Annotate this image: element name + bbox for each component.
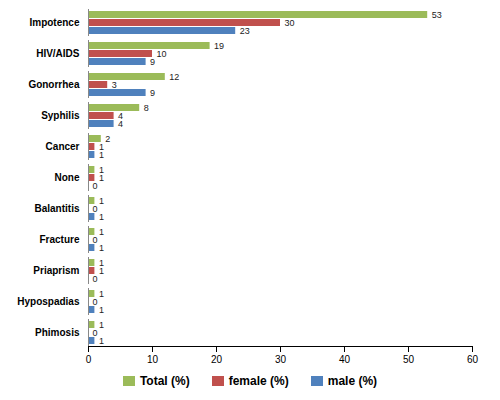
- svg-text:0: 0: [93, 328, 98, 338]
- html-text:female (%): female (%): [228, 374, 289, 388]
- svg-text:0: 0: [93, 297, 98, 307]
- svg-text:1: 1: [99, 212, 104, 222]
- svg-text:1: 1: [98, 164, 104, 175]
- svg-text:12: 12: [169, 72, 179, 82]
- svg-text:3: 3: [112, 80, 117, 90]
- svg-text:9: 9: [150, 88, 155, 98]
- svg-text:19: 19: [214, 41, 224, 51]
- svg-text:1: 1: [99, 266, 104, 276]
- svg-text:Balantitis: Balantitis: [34, 203, 79, 214]
- svg-text:1: 1: [99, 305, 104, 315]
- svg-text:1: 1: [99, 150, 104, 160]
- svg-text:4: 4: [118, 110, 124, 121]
- svg-text:1: 1: [99, 243, 104, 253]
- svg-text:1: 1: [99, 320, 104, 330]
- svg-text:1: 1: [99, 227, 104, 237]
- svg-text:Gonorrhea: Gonorrhea: [28, 79, 80, 90]
- svg-text:None: None: [55, 172, 80, 183]
- svg-text:1: 1: [98, 141, 104, 152]
- svg-text:HIV/AIDS: HIV/AIDS: [36, 48, 80, 59]
- svg-text:Hypospadias: Hypospadias: [17, 296, 80, 307]
- svg-text:10: 10: [157, 49, 167, 59]
- svg-text:Priaprism: Priaprism: [33, 265, 79, 276]
- svg-text:30: 30: [285, 18, 295, 28]
- svg-text:0: 0: [86, 354, 92, 365]
- svg-text:1: 1: [99, 173, 104, 183]
- svg-text:9: 9: [150, 57, 155, 67]
- svg-text:23: 23: [240, 26, 250, 36]
- svg-text:0: 0: [93, 235, 98, 245]
- svg-text:0: 0: [93, 181, 98, 191]
- svg-text:1: 1: [99, 196, 104, 206]
- svg-text:10: 10: [147, 354, 159, 365]
- svg-text:50: 50: [403, 354, 415, 365]
- svg-text:Phimosis: Phimosis: [35, 327, 80, 338]
- svg-text:40: 40: [339, 354, 351, 365]
- svg-text:Impotence: Impotence: [29, 17, 79, 28]
- svg-text:1: 1: [99, 289, 104, 299]
- svg-text:60: 60: [467, 354, 479, 365]
- svg-text:20: 20: [211, 354, 223, 365]
- svg-text:1: 1: [99, 336, 104, 346]
- svg-text:Fracture: Fracture: [39, 234, 79, 245]
- svg-text:Syphilis: Syphilis: [41, 110, 80, 121]
- html-text:Total (%): Total (%): [139, 374, 190, 388]
- svg-text:Cancer: Cancer: [46, 141, 80, 152]
- svg-text:4: 4: [118, 119, 123, 129]
- svg-text:0: 0: [93, 204, 98, 214]
- svg-text:53: 53: [432, 10, 442, 20]
- svg-text:0: 0: [93, 274, 98, 284]
- svg-text:30: 30: [275, 354, 287, 365]
- svg-text:1: 1: [98, 257, 104, 268]
- html-text:male (%): male (%): [327, 374, 378, 388]
- svg-text:8: 8: [144, 103, 149, 113]
- svg-text:2: 2: [105, 134, 110, 144]
